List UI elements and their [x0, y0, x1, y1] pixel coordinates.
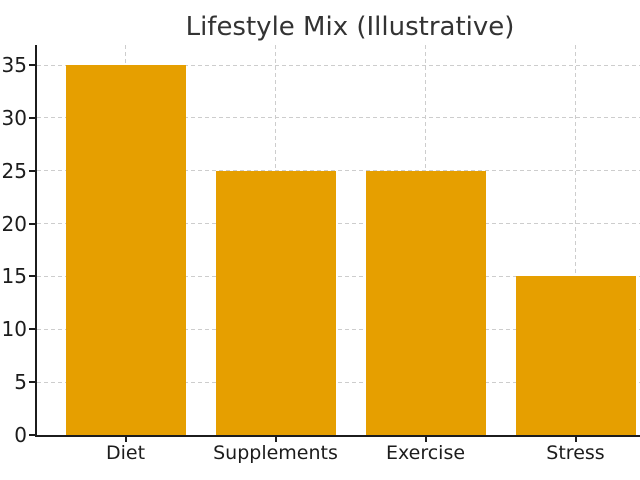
h-gridline-20	[37, 223, 640, 225]
y-axis-ticks: 0 5 10 15 20 25 30 35	[2, 45, 640, 447]
bar-supplements	[215, 170, 336, 435]
x-tick-mark-diet	[124, 436, 127, 442]
y-tick-mark-15	[29, 275, 35, 278]
y-tick-mark-20	[29, 222, 35, 225]
h-gridline-30	[37, 117, 640, 119]
y-tick-label-15: 15	[1, 264, 27, 289]
y-tick-label-30: 30	[1, 105, 27, 130]
y-tick-label-5: 5	[14, 370, 27, 395]
y-tick-mark-0	[29, 434, 35, 436]
x-axis-ticks: Diet Supplements Exercise Stress	[37, 45, 640, 464]
y-tick-label-20: 20	[1, 211, 27, 236]
x-tick-mark-supplements	[274, 436, 277, 442]
y-tick-label-25: 25	[1, 158, 27, 183]
x-tick-mark-exercise	[424, 436, 427, 442]
y-tick-mark-10	[29, 328, 35, 331]
y-axis-spine	[35, 45, 37, 435]
y-tick-mark-35	[29, 64, 35, 67]
h-gridline-5	[37, 381, 640, 383]
bar-stress	[515, 276, 636, 435]
x-axis-spine	[35, 435, 640, 437]
x-tick-label-exercise: Exercise	[385, 442, 466, 464]
x-tick-label-diet: Diet	[105, 442, 146, 464]
x-tick-label-supplements: Supplements	[213, 442, 338, 464]
y-tick-label-35: 35	[1, 53, 27, 78]
y-tick-label-10: 10	[1, 317, 27, 342]
x-tick-mark-stress	[574, 436, 577, 442]
bars-layer	[37, 45, 640, 435]
plot-area: 0 5 10 15 20 25 30 35 Diet Supplements Exercise St…	[2, 45, 640, 464]
bar-diet	[65, 65, 186, 435]
y-tick-mark-25	[29, 169, 35, 172]
y-tick-mark-30	[29, 116, 35, 119]
y-tick-mark-5	[29, 381, 35, 384]
chart-title: Lifestyle Mix (Illustrative)	[185, 12, 515, 42]
h-gridline-15	[37, 275, 640, 277]
h-gridline-10	[37, 328, 640, 330]
x-tick-label-stress: Stress	[546, 442, 605, 464]
h-gridline-25	[37, 170, 640, 172]
bar-exercise	[365, 170, 486, 435]
v-gridline-stress	[575, 45, 576, 435]
h-gridline-35	[37, 64, 640, 66]
y-tick-label-0: 0	[14, 423, 27, 447]
